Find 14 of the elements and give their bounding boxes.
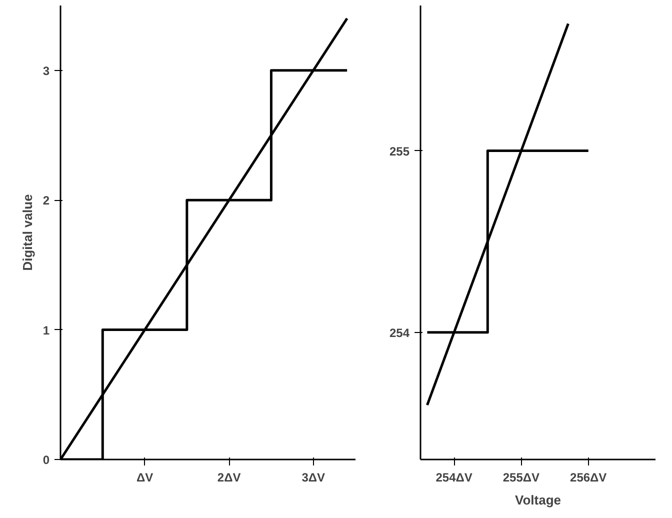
x-tick-label: 3ΔV <box>302 470 326 484</box>
y-tick-label: 1 <box>42 323 50 338</box>
y-tick-label: 2 <box>42 194 50 208</box>
y-tick-label: 255 <box>389 144 410 158</box>
x-tick-label: 255ΔV <box>502 470 540 484</box>
y-tick-label: 0 <box>42 453 50 467</box>
x-tick-label: 2ΔV <box>217 470 241 484</box>
x-tick-label: 254ΔV <box>436 470 472 484</box>
y-tick-label: 3 <box>42 64 50 78</box>
x-tick-label: ΔV <box>136 470 154 484</box>
x-axis-title: Voltage <box>515 492 562 508</box>
y-tick-label: 254 <box>389 326 410 340</box>
y-axis-title: Digital value <box>20 194 35 271</box>
x-tick-label: 256ΔV <box>570 470 607 484</box>
